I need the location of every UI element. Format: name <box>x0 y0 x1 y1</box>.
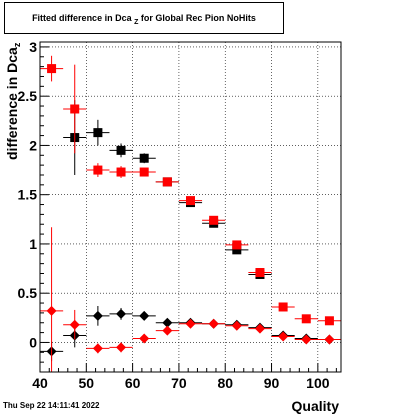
data-point-square <box>139 153 149 163</box>
data-point-diamond <box>301 334 312 345</box>
data-point-square <box>47 64 57 74</box>
grid-lines <box>40 42 341 372</box>
x-tick-label: 100 <box>306 375 330 391</box>
x-tick-label: 50 <box>79 375 95 391</box>
data-point-diamond <box>324 334 335 345</box>
data-point-square <box>209 215 219 225</box>
data-point-square <box>255 268 265 278</box>
plot-frame <box>39 41 342 373</box>
data-marks <box>40 55 341 372</box>
chart-title-subscript: Z <box>134 19 139 26</box>
data-point-diamond <box>116 342 127 353</box>
data-point-square <box>93 128 103 138</box>
y-tick-label: 0 <box>29 334 37 350</box>
data-point-square <box>93 165 103 175</box>
data-point-diamond <box>231 320 242 331</box>
y-tick-label: 3 <box>29 39 37 55</box>
data-point-square <box>70 104 80 114</box>
data-point-diamond <box>139 310 150 321</box>
data-point-diamond <box>162 325 173 336</box>
data-point-diamond <box>139 333 150 344</box>
x-axis-label: Quality <box>292 398 340 414</box>
data-point-diamond <box>162 317 173 328</box>
y-axis-label-subscript: z <box>12 42 22 47</box>
data-point-square <box>162 177 172 187</box>
x-tick-label: 60 <box>125 375 141 391</box>
data-point-square <box>278 302 288 312</box>
data-point-diamond <box>208 318 219 329</box>
x-tick-label: 70 <box>171 375 187 391</box>
series-0 <box>63 100 272 279</box>
chart-title-main: Fitted difference in Dca <box>32 13 132 23</box>
data-point-square <box>232 245 242 255</box>
data-point-square <box>301 314 311 324</box>
axes: 40 50 60 70 80 90 100 0 0.5 1 1.5 2 2.5 3 <box>18 39 337 391</box>
y-axis-label: difference in Dcaz <box>4 42 22 160</box>
x-tick-label: 80 <box>217 375 233 391</box>
data-point-square <box>186 196 195 206</box>
data-point-square <box>116 145 126 155</box>
y-tick-label: 0.5 <box>18 285 38 301</box>
y-tick-label: 1 <box>29 236 37 252</box>
chart-title-rest: for Global Rec Pion NoHits <box>140 13 256 23</box>
y-tick-label: 2.5 <box>18 88 38 104</box>
series-3 <box>40 227 341 372</box>
data-point-diamond <box>46 305 57 316</box>
data-point-square <box>324 316 334 326</box>
series-1 <box>40 55 341 326</box>
data-point-diamond <box>116 308 127 319</box>
timestamp: Thu Sep 22 14:11:41 2022 <box>3 401 100 410</box>
data-point-diamond <box>92 343 103 354</box>
series-2 <box>40 306 341 362</box>
y-axis-label-main: difference in Dca <box>4 47 20 160</box>
title-box: Fitted difference in Dca Z for Global Re… <box>4 2 284 34</box>
x-tick-label: 40 <box>32 375 48 391</box>
data-point-diamond <box>185 318 196 329</box>
data-point-square <box>116 167 126 177</box>
data-point-square <box>139 167 149 177</box>
svg-text:difference in Dcaz: difference in Dcaz <box>4 42 22 160</box>
y-tick-label: 1.5 <box>18 187 38 203</box>
data-point-square <box>232 240 242 250</box>
x-tick-label: 90 <box>264 375 280 391</box>
y-tick-label: 2 <box>29 137 37 153</box>
data-point-diamond <box>254 323 265 334</box>
data-point-diamond <box>278 331 289 342</box>
data-point-diamond <box>69 319 80 330</box>
chart-title: Fitted difference in Dca Z for Global Re… <box>5 13 283 26</box>
data-point-diamond <box>92 310 103 321</box>
